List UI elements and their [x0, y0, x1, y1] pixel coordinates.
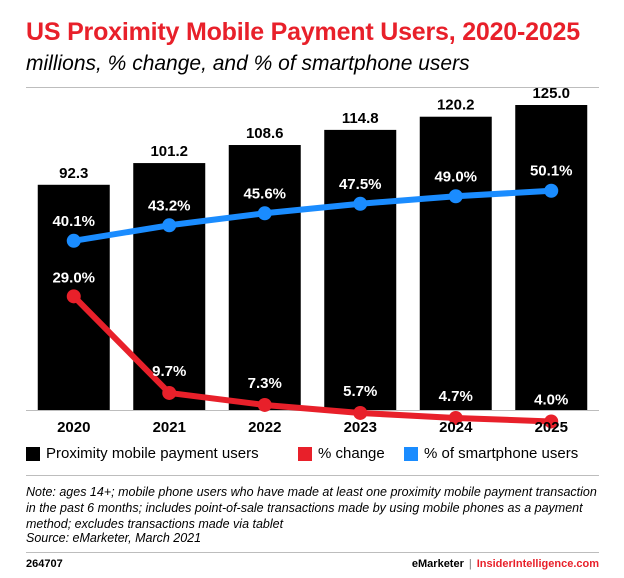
smartphone-share-point-2025	[544, 183, 559, 198]
note-divider	[26, 475, 599, 476]
percent-change-point-2020	[66, 289, 81, 304]
legend-label-change: % change	[318, 445, 385, 462]
legend: Proximity mobile payment users % change …	[26, 445, 599, 467]
smartphone-share-label-2024: 49.0%	[434, 168, 477, 185]
legend-item-smartphone: % of smartphone users	[404, 445, 578, 462]
percent-change-point-2024	[448, 410, 463, 425]
bar-label-2020: 92.3	[59, 165, 88, 182]
percent-change-point-2025	[544, 414, 559, 429]
percent-change-label-2021: 9.7%	[152, 363, 186, 380]
chart-plot: 92.3 101.2 108.6 114.8 120.2 125.0 40.1% 43.2% 4…	[26, 85, 599, 436]
percent-change-line	[70, 293, 555, 425]
x-tick-2020: 2020	[57, 419, 90, 436]
chart-source: Source: eMarketer, March 2021	[26, 531, 202, 545]
bar-2024	[419, 116, 492, 410]
smartphone-share-point-2020	[66, 233, 81, 248]
smartphone-share-line	[70, 187, 555, 244]
chart-id: 264707	[26, 558, 63, 570]
percent-change-point-2022	[257, 397, 272, 412]
smartphone-share-point-2024	[448, 189, 463, 204]
percent-change-label-2024: 4.7%	[439, 388, 473, 405]
bar-label-2022: 108.6	[246, 125, 284, 142]
brand-emarketer: eMarketer	[411, 558, 464, 570]
legend-swatch-smartphone	[404, 446, 418, 461]
bar-2023	[324, 129, 397, 410]
legend-swatch-users	[26, 446, 40, 461]
x-tick-2024: 2024	[439, 419, 473, 436]
x-tick-2025: 2025	[535, 419, 568, 436]
percent-change-label-2020: 29.0%	[52, 269, 95, 286]
title-divider	[26, 87, 599, 88]
legend-label-users: Proximity mobile payment users	[46, 445, 259, 462]
chart-subtitle: millions, % change, and % of smartphone …	[26, 52, 470, 75]
legend-item-users: Proximity mobile payment users	[26, 445, 259, 462]
smartphone-share-label-2022: 45.6%	[243, 185, 286, 202]
smartphone-share-label-2021: 43.2%	[148, 197, 191, 214]
legend-label-smartphone: % of smartphone users	[424, 445, 579, 462]
x-tick-2022: 2022	[248, 419, 281, 436]
chart-title: US Proximity Mobile Payment Users, 2020-…	[26, 18, 580, 46]
smartphone-share-label-2023: 47.5%	[339, 176, 382, 193]
x-tick-2021: 2021	[153, 419, 186, 436]
chart-note: Note: ages 14+; mobile phone users who h…	[26, 485, 597, 531]
smartphone-share-point-2022	[257, 206, 272, 221]
bar-label-2025: 125.0	[532, 85, 570, 102]
smartphone-share-point-2023	[353, 196, 368, 211]
percent-change-point-2023	[353, 405, 368, 420]
percent-change-point-2021	[162, 385, 177, 400]
smartphone-share-label-2020: 40.1%	[52, 213, 95, 230]
bar-label-2021: 101.2	[150, 143, 188, 160]
percent-change-label-2023: 5.7%	[343, 383, 377, 400]
x-tick-2023: 2023	[344, 419, 377, 436]
footer-divider	[26, 552, 599, 553]
brand-separator: |	[468, 558, 472, 570]
bar-2025	[515, 105, 588, 410]
legend-item-change: % change	[298, 445, 385, 462]
footer-brand: eMarketer | InsiderIntelligence.com	[412, 558, 599, 570]
smartphone-share-point-2021	[162, 218, 177, 233]
bar-label-2024: 120.2	[437, 97, 475, 114]
brand-insider-intelligence: InsiderIntelligence.com	[476, 558, 599, 570]
bar-2022	[228, 145, 301, 411]
percent-change-label-2022: 7.3%	[248, 375, 282, 392]
bar-label-2023: 114.8	[342, 110, 379, 127]
legend-swatch-change	[298, 446, 312, 461]
smartphone-share-label-2025: 50.1%	[530, 163, 573, 180]
percent-change-label-2025: 4.0%	[534, 391, 568, 408]
